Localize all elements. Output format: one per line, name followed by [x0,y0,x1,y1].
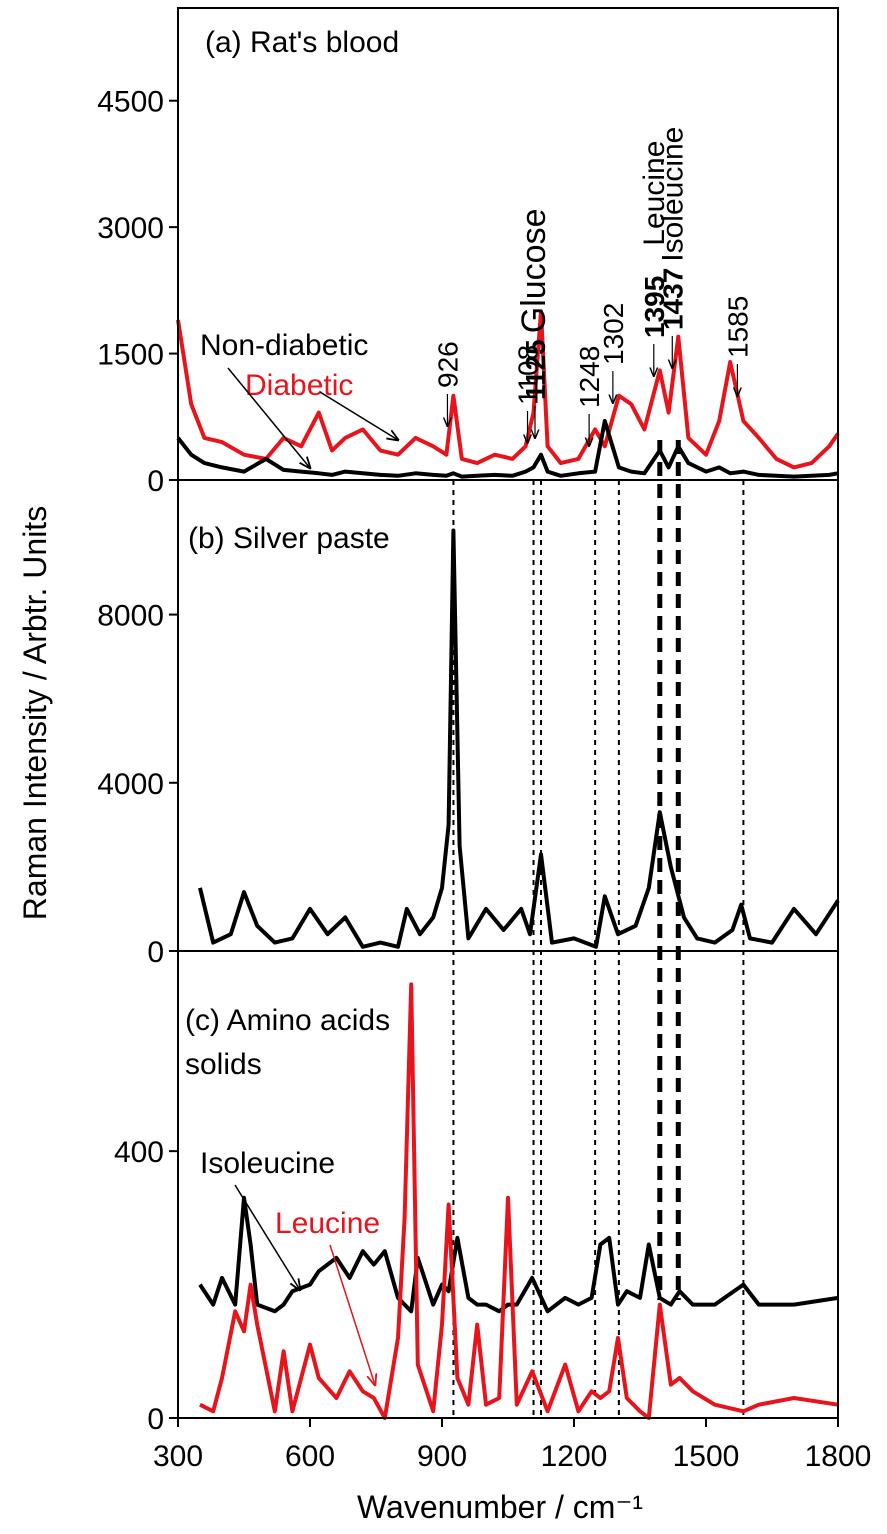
peak-label: 1302 [598,303,629,365]
plot-frame [177,7,839,1419]
annotation-arrow [227,367,310,468]
x-tick-label: 900 [417,1440,467,1473]
peak-value: 1248 [574,346,605,408]
peak-label: 926 [432,341,463,388]
series-line [176,309,840,470]
panel-title: (c) Amino acids [185,1004,390,1037]
y-tick-label: 400 [114,1136,164,1169]
x-axis-label: Wavenumber / cm⁻¹ [357,1489,643,1525]
x-tick-label: 1200 [541,1440,608,1473]
y-axis-label: Raman Intensity / Arbtr. Units [17,506,53,920]
peak-value: 1108 [513,345,544,405]
peak-name: Glucose [515,209,553,334]
peak-value: 1395 [639,276,670,338]
series-label: Leucine [275,1207,380,1240]
y-tick-label: 8000 [97,600,164,633]
peak-value: 926 [432,341,463,388]
series-label: Non-diabetic [200,329,368,362]
peak-label: 1248 [574,346,605,408]
annotation-arrow [234,1184,300,1290]
series-label: Diabetic [245,369,353,402]
panel-title: (b) Silver paste [188,522,390,555]
peak-label: 1395 Leucine [638,141,671,338]
panel-title: (a) Rat's blood [205,26,399,59]
peak-label: 1437 Isoleucine [656,127,689,330]
series-label: Isoleucine [200,1147,335,1180]
peak-label: 1585 [722,296,753,358]
series-line [198,1195,839,1314]
y-tick-label: 0 [147,1403,164,1436]
series-line [199,982,839,1420]
plot-area: 0 1500 3000 4500 0 4000 8000 0 400 300 600 900 1200 1… [97,7,872,1473]
peak-value: 1585 [722,296,753,358]
x-tick-label: 1500 [673,1440,740,1473]
annotation-arrow [319,391,398,440]
series-line [198,528,840,949]
annotation-arrow [329,1244,375,1385]
peak-name: Isoleucine [656,127,689,262]
y-tick-label: 0 [147,936,164,969]
peak-label: 1108 [513,345,544,405]
y-tick-label: 4000 [97,768,164,801]
peak-value: 1125 [520,339,551,400]
x-tick-label: 1800 [805,1440,872,1473]
x-tick-label: 300 [153,1440,203,1473]
y-tick-label: 0 [147,465,164,498]
peak-name: Leucine [638,141,671,246]
x-tick-label: 600 [285,1440,335,1473]
y-tick-label: 1500 [97,339,164,372]
peak-label: 1125 Glucose [515,209,553,400]
y-tick-label: 4500 [97,86,164,119]
peak-value: 1302 [598,303,629,365]
y-tick-label: 3000 [97,212,164,245]
panel-title: solids [185,1048,262,1081]
peak-value: 1437 [657,268,688,330]
series-line [176,419,839,479]
